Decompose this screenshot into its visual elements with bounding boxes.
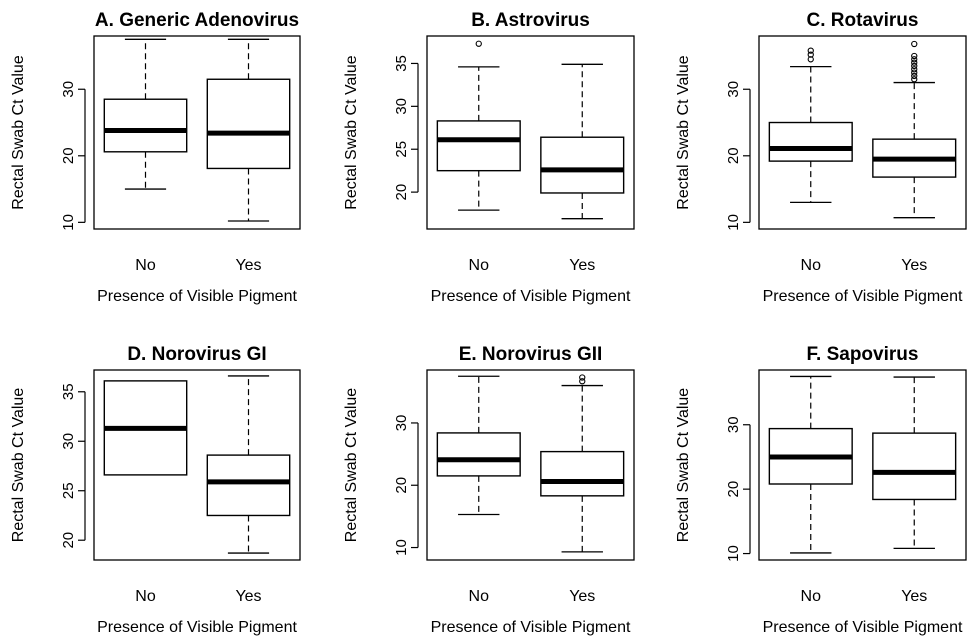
plot-frame	[93, 35, 301, 230]
y-tick-label: 20	[60, 532, 77, 549]
plot-frame	[758, 35, 967, 230]
box-no	[768, 47, 853, 204]
outlier-point	[807, 47, 814, 54]
y-tick-label: 35	[60, 383, 77, 400]
y-tick-label: 10	[725, 214, 742, 231]
outlier-point	[911, 69, 918, 76]
panel-title: B. Astrovirus	[471, 10, 590, 31]
x-category-label: Yes	[569, 257, 595, 274]
outlier-point	[911, 40, 918, 48]
y-tick-label: 35	[393, 55, 410, 72]
y-tick-label: 25	[60, 482, 77, 499]
panel-6: F. Sapovirus 10 20 30 Rectal Swab Ct Value No…	[675, 344, 967, 636]
outlier-point	[911, 62, 918, 70]
y-axis-title: Rectal Swab Ct Value	[10, 388, 27, 543]
x-axis-title: Presence of Visible Pigment	[97, 288, 297, 305]
outlier-point	[911, 76, 918, 83]
y-tick-label: 30	[393, 98, 410, 115]
outlier-point	[475, 40, 482, 47]
box-yes	[872, 40, 957, 219]
y-tick-label: 20	[60, 147, 77, 164]
iqr-box	[436, 120, 521, 172]
x-category-label: Yes	[901, 257, 927, 274]
plot-frame	[93, 369, 301, 561]
outlier-point	[911, 56, 918, 63]
y-tick-label: 20	[725, 147, 742, 164]
outlier-point	[579, 378, 586, 385]
y-tick-label: 20	[725, 481, 742, 498]
panel-5: E. Norovirus GII 10 20 30 Rectal Swab Ct Val…	[343, 344, 635, 636]
panel-title: E. Norovirus GII	[459, 344, 603, 365]
y-tick-label: 10	[725, 545, 742, 562]
iqr-box	[872, 432, 957, 501]
x-axis-title: Presence of Visible Pigment	[431, 288, 631, 305]
outlier-point	[911, 52, 918, 60]
x-category-label: No	[135, 588, 156, 605]
x-axis-title: Presence of Visible Pigment	[97, 619, 297, 636]
x-category-label: No	[469, 588, 490, 605]
x-category-label: No	[801, 588, 822, 605]
box-yes	[206, 375, 291, 554]
iqr-box	[540, 450, 625, 497]
y-tick-label: 30	[725, 81, 742, 98]
iqr-box	[540, 136, 625, 194]
y-axis-title: Rectal Swab Ct Value	[10, 55, 27, 210]
y-tick-label: 10	[393, 539, 410, 556]
x-category-label: Yes	[235, 257, 261, 274]
iqr-box	[436, 432, 521, 477]
y-tick-label: 10	[60, 214, 77, 231]
plot-frame	[426, 35, 635, 230]
panel-4: D. Norovirus GI 20 25 30 35 Rectal Swab Ct Va…	[10, 344, 301, 636]
x-category-label: Yes	[235, 588, 261, 605]
box-no	[768, 375, 853, 554]
y-tick-label: 30	[60, 81, 77, 98]
box-no	[103, 38, 188, 190]
y-tick-label: 25	[393, 141, 410, 158]
box-yes	[540, 63, 625, 220]
y-tick-label: 30	[393, 415, 410, 432]
iqr-box	[206, 78, 291, 170]
box-yes	[540, 374, 625, 553]
x-category-label: Yes	[901, 588, 927, 605]
y-axis-title: Rectal Swab Ct Value	[343, 388, 360, 543]
box-yes	[872, 376, 957, 550]
iqr-box	[103, 98, 188, 153]
iqr-box	[768, 121, 853, 162]
box-yes	[206, 38, 291, 222]
box-no	[103, 380, 188, 476]
x-category-label: Yes	[569, 588, 595, 605]
y-axis-title: Rectal Swab Ct Value	[343, 55, 360, 210]
x-axis-title: Presence of Visible Pigment	[763, 619, 963, 636]
y-tick-label: 20	[393, 184, 410, 201]
box-no	[436, 375, 521, 516]
panel-title: D. Norovirus GI	[127, 344, 266, 365]
x-axis-title: Presence of Visible Pigment	[763, 288, 963, 305]
plot-frame	[758, 369, 967, 561]
x-category-label: No	[135, 257, 156, 274]
outlier-point	[911, 72, 918, 80]
y-axis-title: Rectal Swab Ct Value	[675, 388, 692, 543]
panel-title: F. Sapovirus	[807, 344, 919, 365]
panel-2: B. Astrovirus 20 25 30 35 Rectal Swab Ct Valu…	[343, 10, 635, 305]
panel-1: A. Generic Adenovirus 10 20 30 Rectal Swab C…	[10, 10, 301, 305]
y-tick-label: 30	[60, 433, 77, 450]
plot-frame	[426, 369, 635, 561]
x-category-label: No	[801, 257, 822, 274]
iqr-box	[206, 454, 291, 517]
panel-title: C. Rotavirus	[807, 10, 919, 31]
y-tick-label: 30	[725, 416, 742, 433]
outlier-point	[807, 51, 814, 58]
outlier-point	[579, 374, 586, 381]
outlier-point	[911, 59, 918, 66]
box-no	[436, 40, 521, 211]
x-category-label: No	[469, 257, 490, 274]
x-axis-title: Presence of Visible Pigment	[431, 619, 631, 636]
outlier-point	[911, 66, 918, 73]
panel-3: C. Rotavirus 10 20 30 Rectal Swab Ct Value No…	[675, 10, 967, 305]
y-tick-label: 20	[393, 477, 410, 494]
panel-title: A. Generic Adenovirus	[95, 10, 299, 31]
y-axis-title: Rectal Swab Ct Value	[675, 55, 692, 210]
